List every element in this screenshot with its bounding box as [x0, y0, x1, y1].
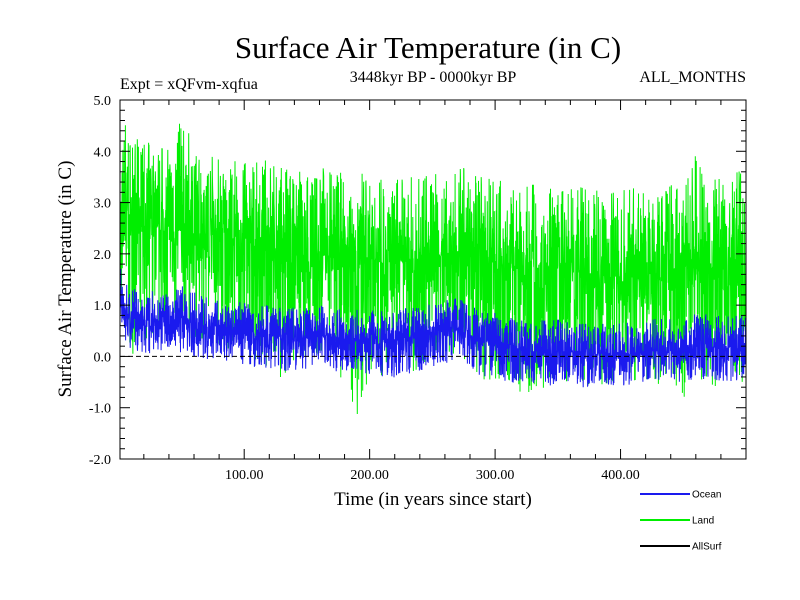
x-tick-label: 100.00 — [225, 468, 264, 483]
chart-title: Surface Air Temperature (in C) — [235, 30, 621, 65]
y-tick-label: 5.0 — [94, 94, 112, 109]
y-tick-label: 0.0 — [94, 350, 112, 365]
months-label: ALL_MONTHS — [639, 69, 746, 86]
y-axis-label: Surface Air Temperature (in C) — [55, 161, 76, 398]
legend-label-allsurf: AllSurf — [692, 542, 722, 553]
y-tick-label: 2.0 — [94, 248, 112, 263]
x-axis-label: Time (in years since start) — [334, 489, 532, 510]
series-line-land — [120, 123, 746, 415]
y-tick-label: 1.0 — [94, 299, 112, 314]
x-tick-label: 300.00 — [476, 468, 515, 483]
legend-label-ocean: Ocean — [692, 490, 721, 501]
plot-frame — [119, 99, 747, 460]
experiment-label: Expt = xQFvm-xqfua — [120, 76, 258, 93]
legend: Ocean Land AllSurf — [640, 490, 722, 553]
y-tick-label: 4.0 — [94, 145, 112, 160]
series-line-ocean — [120, 268, 746, 388]
y-tick-label: -2.0 — [89, 453, 111, 468]
x-tick-label: 200.00 — [350, 468, 389, 483]
y-tick-label: 3.0 — [94, 197, 112, 212]
period-label: 3448kyr BP - 0000kyr BP — [350, 69, 517, 86]
x-tick-label: 400.00 — [601, 468, 640, 483]
y-tick-label: -1.0 — [89, 402, 111, 417]
plot-area: 100.00 200.00 300.00 400.00 -2.0 -1.0 0.0 1.0 2.… — [89, 94, 747, 483]
legend-label-land: Land — [692, 516, 714, 527]
